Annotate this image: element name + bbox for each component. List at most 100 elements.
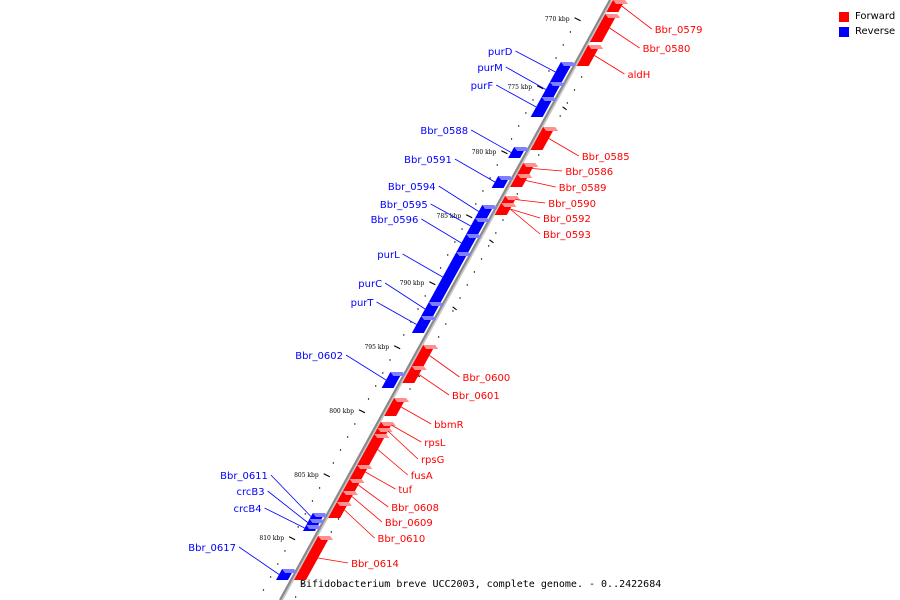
minor-tick: [518, 125, 520, 127]
Bbr_0593-bevel: [501, 203, 517, 207]
rpsG-bevel: [377, 428, 393, 432]
purL-gene: [428, 252, 472, 302]
genome-caption: Bifidobacterium breve UCC2003, complete …: [300, 579, 661, 590]
tick-mark: [536, 85, 544, 90]
Bbr_0590-gene: [501, 196, 521, 203]
purT-leader: [376, 301, 417, 325]
Bbr_0594-leader: [438, 185, 479, 212]
minor-tick: [562, 44, 564, 46]
minor-tick: [330, 531, 333, 533]
tuf-label: tuf: [398, 485, 412, 496]
Bbr_0580-bevel: [605, 14, 621, 18]
purL-body: [428, 252, 469, 302]
Bbr_0610-gene: [328, 502, 352, 518]
tick-mark: [288, 536, 296, 541]
aldH-leader: [594, 55, 625, 75]
forward-swatch: [839, 11, 849, 22]
Bbr_0611-bevel: [312, 513, 328, 517]
rpsL-leader: [391, 424, 422, 443]
aldH-bevel: [588, 45, 604, 49]
minor-tick: [461, 228, 463, 230]
crcB3-bevel: [309, 519, 325, 523]
legend-reverse: Reverse: [839, 24, 895, 39]
purF-body: [530, 97, 554, 117]
Bbr_0596-bevel: [466, 234, 482, 238]
minor-tick: [482, 190, 484, 192]
Bbr_0608-leader: [358, 484, 389, 508]
minor-tick: [548, 70, 550, 72]
minor-tick: [262, 589, 265, 591]
tick-label: 770 kbp: [545, 16, 570, 23]
rpsG-label: rpsG: [421, 455, 444, 466]
backbone-line: [279, 0, 611, 600]
Bbr_0617-gene: [276, 569, 298, 580]
Bbr_0596-leader: [421, 218, 462, 244]
minor-tick: [332, 462, 335, 464]
purD-gene: [549, 62, 576, 82]
Bbr_0588-label: Bbr_0588: [420, 126, 468, 137]
purM-label: purM: [477, 63, 502, 74]
minor-tick: [297, 526, 299, 528]
purT-bevel: [421, 316, 437, 320]
Bbr_0600-bevel: [423, 345, 439, 349]
Bbr_0594-gene: [475, 205, 498, 218]
minor-tick: [538, 154, 540, 156]
fusA-leader: [377, 449, 409, 476]
bbmR-label: bbmR: [434, 420, 463, 431]
bbmR-leader: [400, 406, 432, 425]
minor-tick: [489, 177, 491, 179]
purF-gene: [530, 97, 557, 117]
minor-tick: [302, 583, 304, 585]
Bbr_0593-label: Bbr_0593: [543, 230, 591, 241]
minor-tick: [403, 334, 405, 336]
Bbr_0586-label: Bbr_0586: [565, 167, 613, 178]
Bbr_0614-body: [294, 536, 331, 580]
minor-tick: [452, 310, 454, 312]
minor-tick: [580, 76, 583, 78]
tick-label: 805 kbp: [294, 472, 319, 479]
tick-label: 790 kbp: [400, 280, 425, 287]
tick-mark: [574, 17, 581, 22]
fusA-bevel: [374, 434, 390, 438]
legend: Forward Reverse: [839, 9, 895, 39]
minor-tick: [311, 500, 314, 502]
Bbr_0585-bevel: [543, 127, 559, 131]
minor-tick: [555, 57, 557, 59]
purT-gene: [411, 316, 437, 333]
crcB4-leader: [264, 507, 305, 529]
Bbr_0592-leader: [509, 208, 541, 219]
tick-mark: [452, 306, 457, 311]
minor-tick: [346, 436, 349, 438]
minor-tick: [437, 336, 440, 338]
tick-mark: [323, 473, 330, 478]
legend-forward: Forward: [839, 9, 895, 24]
minor-tick: [409, 388, 411, 390]
crcB4-gene: [302, 525, 322, 531]
Bbr_0586-leader: [532, 168, 563, 172]
tick-label: 800 kbp: [329, 408, 354, 415]
minor-tick: [337, 518, 340, 520]
Bbr_0609-gene: [336, 491, 358, 502]
minor-tick: [573, 89, 576, 91]
Bbr_0588-leader: [470, 129, 512, 153]
Bbr_0601-label: Bbr_0601: [452, 391, 500, 402]
Bbr_0579-label: Bbr_0579: [655, 25, 703, 36]
minor-tick: [488, 245, 490, 247]
minor-tick: [439, 267, 442, 269]
purM-gene: [541, 82, 565, 97]
Bbr_0610-leader: [344, 509, 375, 539]
Bbr_0585-label: Bbr_0585: [582, 152, 630, 163]
Bbr_0596-gene: [456, 234, 482, 252]
tick-mark: [501, 150, 508, 155]
purD-leader: [515, 50, 556, 73]
aldH-label: aldH: [627, 70, 650, 81]
purL-leader: [402, 253, 443, 278]
minor-tick: [454, 241, 456, 243]
minor-tick: [318, 487, 321, 489]
purF-leader: [495, 84, 537, 108]
purD-body: [549, 62, 573, 82]
tuf-bevel: [357, 465, 373, 469]
Bbr_0588-bevel: [514, 147, 530, 151]
minor-tick: [294, 596, 297, 598]
Bbr_0602-label: Bbr_0602: [295, 351, 343, 362]
